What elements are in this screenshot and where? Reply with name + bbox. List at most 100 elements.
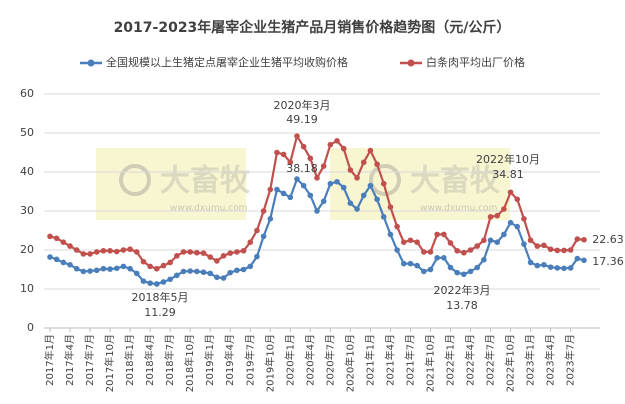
point bbox=[113, 265, 120, 272]
point bbox=[207, 254, 213, 260]
point bbox=[380, 180, 387, 187]
point bbox=[507, 219, 514, 226]
point bbox=[160, 262, 167, 269]
point bbox=[80, 251, 87, 257]
point bbox=[514, 223, 521, 230]
series bbox=[47, 176, 587, 287]
point bbox=[340, 184, 347, 191]
point bbox=[447, 264, 454, 271]
point bbox=[127, 265, 133, 272]
watermark-logo bbox=[119, 164, 151, 196]
point bbox=[427, 249, 434, 255]
point bbox=[240, 247, 247, 254]
point bbox=[561, 265, 567, 272]
point bbox=[434, 254, 440, 261]
x-tick-label: 2020年4月 bbox=[303, 334, 316, 386]
point bbox=[534, 243, 541, 249]
watermark-url: www.dxumu.com bbox=[420, 204, 497, 214]
point bbox=[93, 249, 100, 255]
point bbox=[521, 216, 527, 222]
point bbox=[247, 263, 254, 270]
x-tick-label: 2017年4月 bbox=[63, 334, 76, 386]
y-tick-label: 30 bbox=[20, 204, 34, 217]
point bbox=[180, 268, 187, 275]
point bbox=[194, 268, 200, 275]
point bbox=[447, 240, 454, 246]
point bbox=[327, 180, 334, 187]
point bbox=[174, 272, 180, 279]
point bbox=[147, 280, 153, 286]
point bbox=[481, 256, 487, 263]
x-tick-label: 2021年7月 bbox=[403, 334, 416, 386]
x-tick-label: 2022年7月 bbox=[484, 334, 497, 386]
x-tick-label: 2018年7月 bbox=[163, 334, 176, 386]
point bbox=[507, 189, 514, 196]
point bbox=[354, 175, 360, 181]
point bbox=[73, 247, 80, 253]
point bbox=[387, 231, 394, 238]
point bbox=[334, 178, 340, 185]
x-tick-label: 2017年7月 bbox=[83, 334, 96, 386]
point bbox=[53, 235, 60, 242]
point bbox=[340, 145, 347, 152]
point bbox=[367, 182, 374, 189]
point bbox=[541, 242, 547, 249]
point bbox=[307, 192, 314, 199]
point bbox=[367, 147, 374, 154]
point bbox=[287, 194, 294, 201]
watermark: 大畜牧 bbox=[160, 164, 251, 199]
point bbox=[347, 167, 354, 173]
watermark: 大畜牧 bbox=[410, 164, 501, 199]
annotation: 22.63 bbox=[592, 233, 624, 246]
point bbox=[220, 275, 227, 281]
point bbox=[314, 208, 320, 214]
watermark-url: www.dxumu.com bbox=[170, 204, 247, 214]
point bbox=[414, 262, 420, 269]
point bbox=[180, 249, 187, 255]
x-tick-label: 2023年4月 bbox=[544, 334, 557, 386]
point bbox=[354, 206, 360, 212]
point bbox=[567, 247, 574, 253]
point bbox=[400, 239, 407, 245]
legend-marker bbox=[87, 59, 95, 67]
point bbox=[87, 251, 93, 257]
point bbox=[274, 149, 280, 156]
point bbox=[67, 262, 73, 268]
point bbox=[547, 246, 554, 253]
x-tick-label: 2021年4月 bbox=[383, 334, 396, 386]
point bbox=[60, 239, 67, 245]
point bbox=[260, 208, 267, 214]
point bbox=[534, 262, 541, 269]
point bbox=[220, 253, 227, 259]
point bbox=[73, 265, 80, 272]
point bbox=[441, 231, 447, 238]
point bbox=[407, 237, 414, 244]
point bbox=[47, 233, 53, 240]
point bbox=[360, 192, 367, 199]
x-tick-label: 2023年1月 bbox=[524, 334, 537, 386]
point bbox=[467, 268, 474, 275]
point bbox=[487, 214, 494, 220]
y-tick-label: 0 bbox=[27, 321, 34, 334]
annotation: 13.78 bbox=[446, 299, 478, 312]
point bbox=[127, 246, 133, 253]
point bbox=[154, 265, 160, 272]
point bbox=[541, 262, 547, 268]
legend-label: 白条肉平均出厂价格 bbox=[426, 55, 525, 69]
x-tick-label: 2021年10月 bbox=[423, 334, 436, 392]
point bbox=[454, 269, 460, 276]
annotation: 17.36 bbox=[592, 255, 624, 268]
point bbox=[260, 233, 267, 240]
x-tick-label: 2019年10月 bbox=[263, 334, 276, 392]
point bbox=[501, 231, 507, 238]
x-tick-label: 2023年7月 bbox=[564, 334, 577, 386]
point bbox=[400, 260, 407, 267]
point bbox=[80, 268, 87, 275]
point bbox=[574, 236, 581, 242]
x-tick-label: 2022年10月 bbox=[504, 334, 517, 392]
point bbox=[67, 243, 73, 249]
point bbox=[474, 243, 481, 249]
y-tick-label: 50 bbox=[20, 126, 34, 139]
x-tick-label: 2022年1月 bbox=[444, 334, 457, 386]
